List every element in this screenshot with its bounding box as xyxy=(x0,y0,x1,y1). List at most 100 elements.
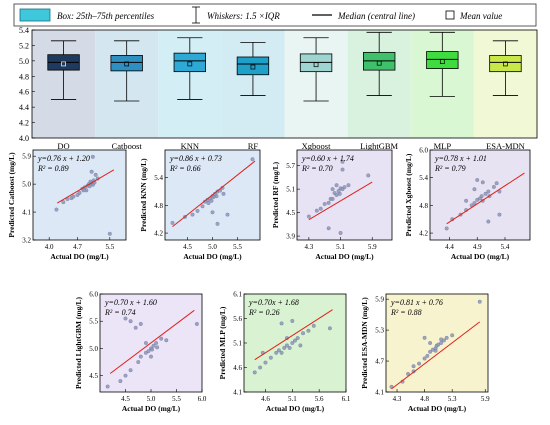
xtick-label: 5.0 xyxy=(147,395,156,403)
iqr-box xyxy=(173,52,206,73)
box-category-label: LightGBM xyxy=(360,141,398,151)
box-do xyxy=(47,40,80,100)
data-point xyxy=(143,341,148,345)
ytick-label: 6.1 xyxy=(233,291,242,299)
ytick-label: 4.8 xyxy=(154,202,163,210)
data-point xyxy=(107,231,112,236)
data-point xyxy=(327,326,332,331)
y-axis-label: Predicted LightGBM (mg/L) xyxy=(74,297,83,389)
legend: Box: 25th–75th percentiles Whiskers: 1.5… xyxy=(13,3,537,27)
ytick-label: 5.3 xyxy=(375,327,384,335)
data-point xyxy=(138,354,143,359)
xtick-label: 4.7 xyxy=(73,243,82,251)
legend-frame xyxy=(13,3,537,27)
box-ytick-label: 5.2 xyxy=(19,41,29,50)
xtick-label: 5.6 xyxy=(315,395,324,403)
ytick-label: 5.6 xyxy=(233,315,242,323)
iqr-box xyxy=(489,55,522,73)
data-point xyxy=(128,368,133,373)
ytick-label: 4.5 xyxy=(286,209,295,217)
boxplot-panel: 4.0 4.2 4.4 4.6 4.8 5.0 5.2 5.4 DO Catboost KNN RF X… xyxy=(19,26,538,151)
ytick-label: 4.5 xyxy=(89,372,98,380)
box-rf xyxy=(236,41,270,96)
data-point xyxy=(194,321,199,326)
ytick-label: 6.0 xyxy=(89,291,98,299)
data-point xyxy=(159,336,164,341)
xtick-label: 4.5 xyxy=(183,243,192,251)
r-squared: R² = 0.74 xyxy=(104,308,136,317)
data-point xyxy=(215,221,220,226)
scatter-plot-area xyxy=(32,149,127,241)
r-squared: R² = 0.89 xyxy=(37,164,69,173)
data-point xyxy=(71,194,76,199)
scatter-mlp: 4.6 5.1 5.6 6.1 4.1 4.6 5.1 5.6 6.1 y=0.70x + 1.6… xyxy=(218,291,351,414)
data-point xyxy=(337,191,342,196)
regression-equation: y=0.76 x + 1.20 xyxy=(37,154,90,163)
data-point xyxy=(133,325,138,330)
data-point xyxy=(123,316,128,321)
data-point xyxy=(154,341,159,345)
data-point xyxy=(486,189,491,194)
ytick-label: 3.2 xyxy=(22,237,31,245)
box-ytick-label: 4.4 xyxy=(19,103,29,112)
legend-box-label: Box: 25th–75th percentiles xyxy=(57,11,155,21)
data-point xyxy=(250,157,255,162)
data-point xyxy=(210,210,215,215)
y-axis-label: Predicted MLP (mg/L) xyxy=(218,306,227,379)
xtick-label: 5.0 xyxy=(208,243,217,251)
data-point xyxy=(346,183,351,188)
data-point xyxy=(221,191,226,196)
regression-equation: y=0.86 x + 0.73 xyxy=(169,154,222,163)
xtick-label: 5.5 xyxy=(233,243,242,251)
ytick-label: 5.7 xyxy=(286,162,295,170)
data-point xyxy=(123,373,128,378)
y-axis-label: Predicted Xgboost (mg/L) xyxy=(404,153,413,236)
mean-marker xyxy=(439,59,445,64)
box-ytick-label: 4.2 xyxy=(19,119,29,128)
scatter-lightgbm: 4.5 5.0 5.5 6.0 4.5 5.0 5.5 6.0 y=0.70 x + 1.60R… xyxy=(74,291,207,414)
x-axis-label: Actual DO (mg/L) xyxy=(183,252,242,261)
box-knn xyxy=(173,37,206,100)
data-point xyxy=(464,198,469,203)
data-point xyxy=(318,206,323,211)
xtick-label: 4.8 xyxy=(420,395,429,403)
mean-marker xyxy=(124,61,130,67)
ytick-label: 3.9 xyxy=(286,233,295,241)
legend-whiskers-label: Whiskers: 1.5 ×IQR xyxy=(207,11,280,21)
data-point xyxy=(338,231,343,235)
xtick-label: 5.5 xyxy=(105,243,114,251)
data-point xyxy=(428,349,433,354)
data-point xyxy=(211,195,216,200)
data-point xyxy=(433,348,438,353)
regression-line xyxy=(446,172,525,225)
data-point xyxy=(155,345,160,350)
regression-line xyxy=(254,309,333,361)
legend-box-swatch xyxy=(19,8,51,22)
data-point xyxy=(439,337,444,342)
data-point xyxy=(282,345,287,350)
data-point xyxy=(118,379,123,384)
data-point xyxy=(149,354,153,359)
scatter-plot-area xyxy=(385,293,489,393)
ytick-label: 4.7 xyxy=(375,358,384,366)
data-point xyxy=(150,347,154,352)
data-point xyxy=(209,198,214,203)
xtick-label: 5.1 xyxy=(288,395,297,403)
data-point xyxy=(425,353,430,358)
data-point xyxy=(483,191,488,196)
xtick-label: 5.3 xyxy=(448,395,457,403)
data-point xyxy=(472,187,477,192)
iqr-box xyxy=(110,55,143,72)
xtick-label: 5.1 xyxy=(336,243,345,251)
ytick-label: 4.2 xyxy=(419,230,428,238)
data-point xyxy=(128,319,133,324)
data-point xyxy=(138,321,143,326)
data-point xyxy=(480,180,485,185)
box-mlp xyxy=(426,31,459,97)
data-point xyxy=(287,345,292,350)
data-point xyxy=(263,360,268,365)
box-category-label: KNN xyxy=(181,141,199,151)
iqr-box xyxy=(236,56,270,76)
